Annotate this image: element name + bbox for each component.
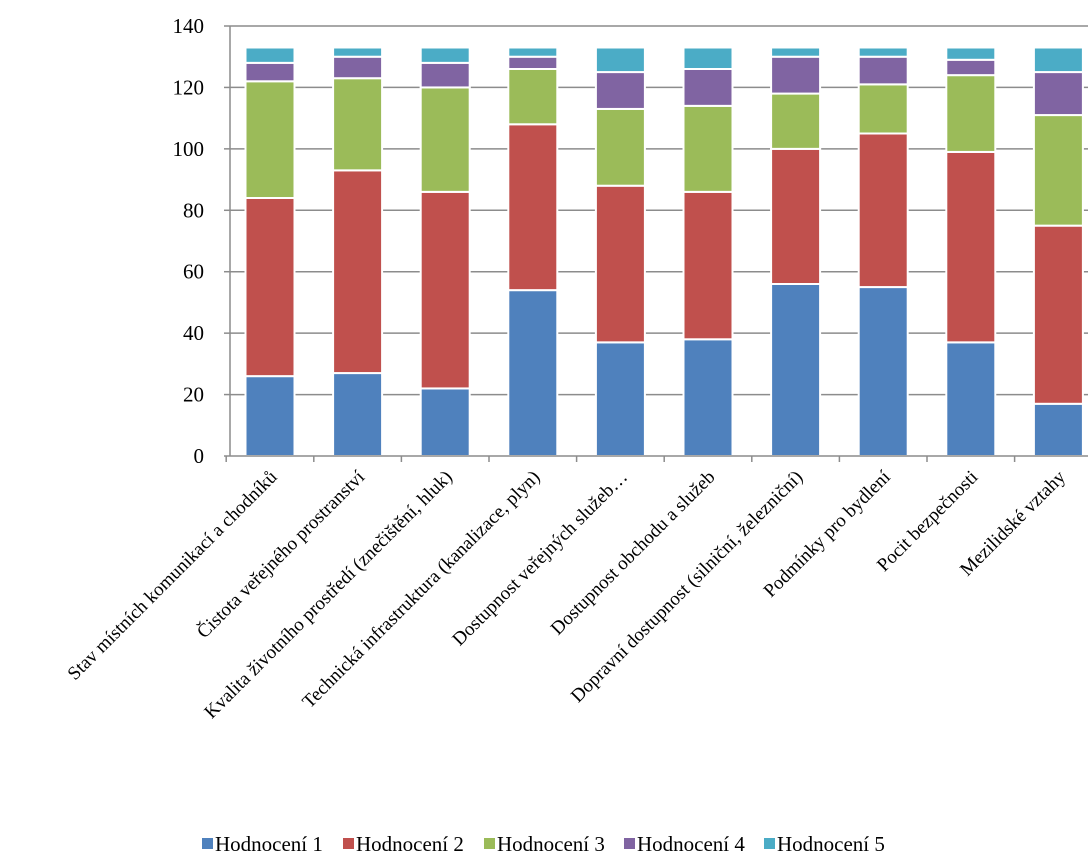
bar-stack-1 xyxy=(244,46,296,457)
y-tick-label: 80 xyxy=(183,198,204,222)
bar-segment-4 xyxy=(244,61,296,83)
bar-segment-2 xyxy=(507,123,559,292)
bar-stack-8 xyxy=(857,46,909,458)
legend-swatch xyxy=(202,838,213,849)
bar-segment-4 xyxy=(507,55,559,71)
bar-stack-7 xyxy=(770,46,822,457)
bar-segment-5 xyxy=(945,46,997,61)
bar-stack-6 xyxy=(682,46,734,457)
bar-segment-2 xyxy=(682,190,734,341)
bar-segment-4 xyxy=(1032,71,1084,117)
bar-segment-3 xyxy=(419,86,471,193)
legend-swatch xyxy=(343,838,354,849)
y-tick-label: 60 xyxy=(183,260,204,284)
bar-segment-3 xyxy=(507,68,559,126)
legend-item-3: Hodnocení 3 xyxy=(484,832,605,856)
y-tick-label: 140 xyxy=(173,14,205,38)
legend-item-5: Hodnocení 5 xyxy=(764,832,885,856)
legend-swatch xyxy=(484,838,495,849)
bar-segment-4 xyxy=(419,61,471,89)
bar-segment-1 xyxy=(244,375,296,457)
x-category-label: Dostupnost veřejných služeb… xyxy=(448,467,632,651)
legend-label: Hodnocení 2 xyxy=(356,832,464,856)
bar-segment-1 xyxy=(945,341,997,458)
y-tick-label: 100 xyxy=(173,137,205,161)
bar-segment-1 xyxy=(507,289,559,457)
bar-stack-2 xyxy=(332,46,384,458)
bar-stack-4 xyxy=(507,46,559,457)
bar-segment-5 xyxy=(507,46,559,58)
y-tick-label: 20 xyxy=(183,383,204,407)
bar-segment-1 xyxy=(332,372,384,458)
bar-segment-5 xyxy=(419,46,471,64)
bar-stack-5 xyxy=(594,46,646,458)
bar-segment-1 xyxy=(419,387,471,457)
bar-segment-2 xyxy=(770,147,822,285)
legend-item-4: Hodnocení 4 xyxy=(624,832,745,856)
bar-segment-5 xyxy=(594,46,646,74)
bar-segment-1 xyxy=(857,286,909,458)
bar-segment-5 xyxy=(857,46,909,58)
legend-label: Hodnocení 1 xyxy=(215,832,323,856)
bar-segment-3 xyxy=(770,92,822,150)
legend-item-2: Hodnocení 2 xyxy=(343,832,464,856)
x-category-label: Čistota veřejného prostranství xyxy=(192,465,369,642)
legend-label: Hodnocení 3 xyxy=(497,832,605,856)
bar-stack-10 xyxy=(1032,46,1084,457)
bar-segment-1 xyxy=(682,338,734,457)
bar-segment-4 xyxy=(332,55,384,80)
bar-segment-4 xyxy=(945,58,997,77)
bar-segment-2 xyxy=(1032,224,1084,405)
y-tick-label: 120 xyxy=(173,75,205,99)
bar-segment-4 xyxy=(857,55,909,86)
bar-stacks xyxy=(244,46,1084,458)
bar-segment-3 xyxy=(682,104,734,193)
bar-segment-1 xyxy=(594,341,646,458)
x-category-label: Dostupnost obchodu a služeb xyxy=(547,467,720,640)
bar-segment-1 xyxy=(1032,402,1084,457)
bar-segment-3 xyxy=(594,107,646,187)
bar-segment-2 xyxy=(857,132,909,289)
bar-segment-2 xyxy=(945,150,997,344)
bar-segment-3 xyxy=(332,77,384,172)
bar-segment-5 xyxy=(1032,46,1084,74)
bar-segment-4 xyxy=(682,68,734,107)
legend: Hodnocení 1 Hodnocení 2 Hodnocení 3 Hodnoce… xyxy=(202,832,885,856)
bar-segment-2 xyxy=(244,197,296,378)
y-tick-label: 0 xyxy=(194,444,205,468)
bar-segment-2 xyxy=(594,184,646,344)
bar-segment-5 xyxy=(682,46,734,70)
bar-segment-5 xyxy=(244,46,296,64)
y-tick-label: 40 xyxy=(183,321,204,345)
bar-segment-3 xyxy=(945,74,997,153)
legend-label: Hodnocení 5 xyxy=(777,832,885,856)
bar-segment-4 xyxy=(594,71,646,110)
bar-segment-2 xyxy=(419,190,471,390)
legend-item-1: Hodnocení 1 xyxy=(202,832,323,856)
legend-label: Hodnocení 4 xyxy=(637,832,745,856)
bar-segment-3 xyxy=(1032,114,1084,227)
bar-stack-9 xyxy=(945,46,997,458)
bar-stack-3 xyxy=(419,46,471,457)
bar-segment-3 xyxy=(244,80,296,199)
bar-segment-2 xyxy=(332,169,384,375)
bar-segment-5 xyxy=(770,46,822,58)
bar-segment-4 xyxy=(770,55,822,95)
legend-swatch xyxy=(764,838,775,849)
bar-segment-3 xyxy=(857,83,909,135)
y-axis: 0 20 40 60 80 100 120 140 xyxy=(173,14,231,468)
legend-swatch xyxy=(624,838,635,849)
bar-segment-1 xyxy=(770,283,822,457)
bar-segment-5 xyxy=(332,46,384,58)
x-axis: Stav místních komunikací a chodníkůČisto… xyxy=(64,455,1088,723)
